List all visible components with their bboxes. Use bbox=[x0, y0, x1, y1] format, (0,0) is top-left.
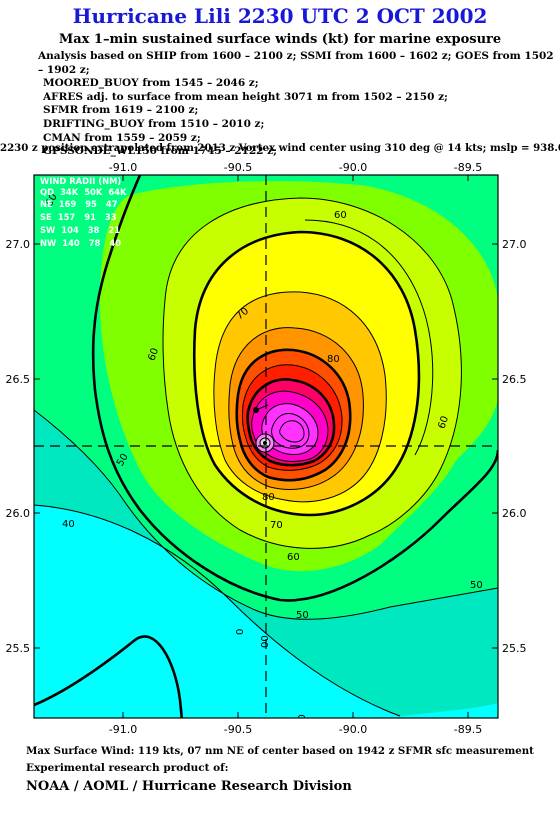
contour-label: 60 bbox=[297, 714, 308, 727]
contour-label: 50 bbox=[296, 610, 309, 621]
wind-field-svg: 40 50 50 50 50 60 60 60 60 60 70 70 80 8… bbox=[6, 161, 527, 736]
wind-field-map: 40 50 50 50 50 60 60 60 60 60 70 70 80 8… bbox=[0, 155, 560, 736]
x-tick-label-top: -91.0 bbox=[109, 161, 137, 174]
max-wind-note: Max Surface Wind: 119 kts, 07 nm NE of c… bbox=[26, 745, 534, 757]
thin-contour-lines bbox=[34, 197, 498, 717]
y-tick-label-right: 26.5 bbox=[502, 373, 527, 386]
plot-frame bbox=[33, 174, 499, 719]
contour-label: 80 bbox=[327, 354, 340, 365]
contour-label: 0 bbox=[235, 629, 246, 635]
contour-label: 60 bbox=[146, 347, 161, 363]
x-tick-label-bottom: -89.5 bbox=[454, 723, 482, 735]
analysis-note: Analysis based on SHIP from 1600 – 2100 … bbox=[38, 50, 554, 76]
y-tick-label-right: 25.5 bbox=[502, 642, 527, 655]
center-crosshair bbox=[34, 175, 498, 718]
product-note: Experimental research product of: bbox=[26, 762, 229, 774]
x-tick-label-bottom: -90.5 bbox=[224, 723, 252, 735]
wind-radii-row: SW 104 38 21 bbox=[40, 225, 120, 235]
wind-radii-row: NW 140 78 40 bbox=[40, 238, 121, 248]
y-tick-label-right: 27.0 bbox=[502, 238, 527, 251]
y-tick-label-left: 25.5 bbox=[6, 642, 31, 655]
analysis-note: DRIFTING_BUOY from 1510 – 2010 z; bbox=[43, 117, 265, 130]
contour-label: 80 bbox=[262, 492, 275, 503]
contour-label: 50 bbox=[470, 580, 483, 591]
wind-radii-header: QD 34K 50K 64K bbox=[40, 187, 127, 197]
contour-label: 60 bbox=[436, 415, 451, 431]
contour-label: 60 bbox=[334, 210, 347, 221]
axis-labels: -91.0 -90.5 -90.0 -89.5 -91.0 -90.5 -90.… bbox=[6, 161, 527, 736]
thick-contour-lines bbox=[34, 175, 498, 718]
x-tick-label-bottom: -90.0 bbox=[339, 723, 367, 735]
axis-ticks bbox=[34, 175, 498, 718]
organization-name: NOAA / AOML / Hurricane Research Divisio… bbox=[26, 779, 352, 794]
page-subtitle: Max 1–min sustained surface winds (kt) f… bbox=[58, 32, 502, 47]
wind-radii-table: WIND RADII (NM) QD 34K 50K 64K NE 169 95 47 SE… bbox=[40, 176, 127, 248]
analysis-notes: Analysis based on SHIP from 1600 – 2100 … bbox=[38, 50, 560, 159]
analysis-note: AFRES adj. to surface from mean height 3… bbox=[43, 90, 448, 103]
position-note: 2230 z position extrapolated from 2013 z… bbox=[0, 142, 560, 154]
contour-label: 70 bbox=[270, 520, 283, 531]
analysis-note: CMAN from 1559 – 2059 z; bbox=[43, 131, 201, 144]
y-tick-label-left: 26.0 bbox=[6, 507, 31, 520]
y-tick-label-right: 26.0 bbox=[502, 507, 527, 520]
y-tick-label-left: 26.5 bbox=[6, 373, 31, 386]
analysis-note: SFMR from 1619 – 2100 z; bbox=[43, 104, 199, 117]
x-tick-label-bottom: -91.0 bbox=[109, 723, 137, 735]
analysis-note: MOORED_BUOY from 1545 – 2046 z; bbox=[43, 77, 259, 90]
x-tick-label-top: -90.0 bbox=[339, 161, 367, 174]
x-tick-label-top: -89.5 bbox=[454, 161, 482, 174]
contour-label: 60 bbox=[287, 552, 300, 563]
analysis-note: GPSSONDE_WL150 from 1745 – 2122 z; bbox=[43, 145, 277, 158]
x-tick-label-top: -90.5 bbox=[224, 161, 252, 174]
wind-radii-title: WIND RADII (NM) bbox=[40, 176, 121, 186]
wind-radii-row: NE 169 95 47 bbox=[40, 199, 118, 209]
page-title: Hurricane Lili 2230 UTC 2 OCT 2002 bbox=[72, 4, 488, 28]
y-tick-label-left: 27.0 bbox=[6, 238, 31, 251]
contour-label: 40 bbox=[62, 519, 75, 530]
wind-radii-row: SE 157 91 33 bbox=[40, 212, 117, 222]
